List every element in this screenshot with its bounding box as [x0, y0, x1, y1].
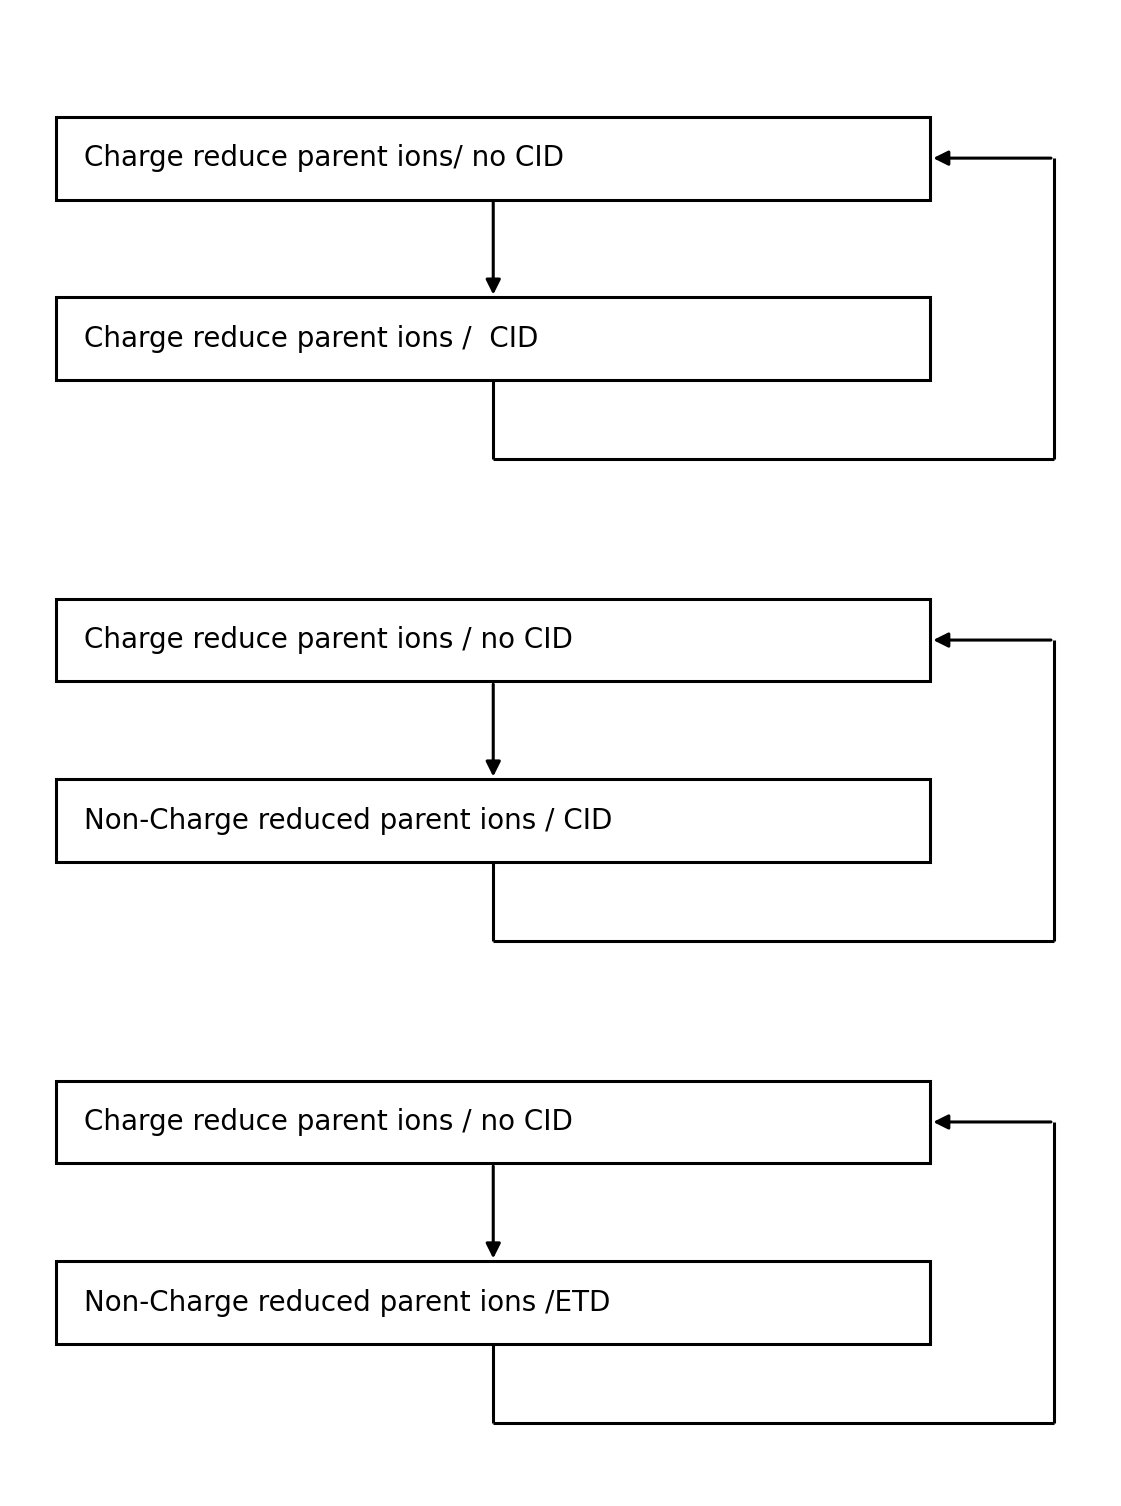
Bar [56, 1081, 930, 1163]
Text: Charge reduce parent ions / no CID: Charge reduce parent ions / no CID [84, 1108, 573, 1136]
Text: Non-Charge reduced parent ions / CID: Non-Charge reduced parent ions / CID [84, 807, 612, 834]
Bar [56, 1262, 930, 1343]
Bar [56, 780, 930, 861]
Bar [56, 599, 930, 681]
Text: Charge reduce parent ions/ no CID: Charge reduce parent ions/ no CID [84, 145, 564, 172]
Bar [56, 116, 930, 199]
Text: Charge reduce parent ions /  CID: Charge reduce parent ions / CID [84, 325, 538, 352]
Bar [56, 297, 930, 380]
Text: Charge reduce parent ions / no CID: Charge reduce parent ions / no CID [84, 626, 573, 654]
Text: Non-Charge reduced parent ions /ETD: Non-Charge reduced parent ions /ETD [84, 1289, 611, 1316]
